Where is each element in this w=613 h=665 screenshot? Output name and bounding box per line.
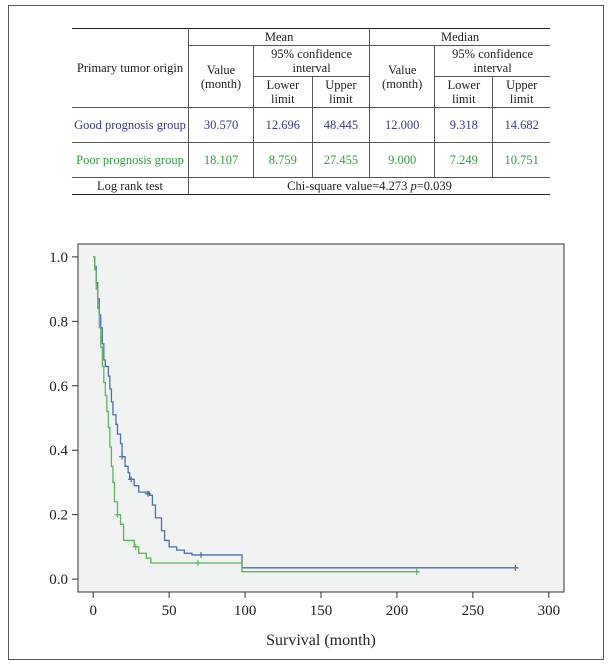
censor-mark [119,453,126,460]
series-group [93,256,519,575]
row-poor-mean-upper: 27.455 [311,142,371,178]
x-tick-label: 0 [89,603,97,619]
x-tick-label: 100 [234,603,257,619]
logrank-chi: Chi-square value=4.273 [287,179,408,193]
figure-frame [8,5,604,660]
x-tick-label: 150 [310,603,333,619]
censor-mark [512,564,519,571]
censor-mark [144,490,151,497]
x-tick-label: 300 [538,603,561,619]
row-poor-median-upper: 10.751 [492,142,550,178]
header-mean-upper: Upper limit [311,76,371,108]
row-good-median-lower: 9.318 [434,107,494,143]
censor-mark [132,543,139,550]
x-tick-label: 50 [162,603,177,619]
censor-mark [114,511,121,518]
header-median-lower: Lower limit [434,76,494,108]
logrank-result: Chi-square value=4.273 p=0.039 [188,177,550,195]
row-good-mean-value: 30.570 [188,107,254,143]
series-line-0 [93,256,519,569]
y-axis: 0.0 0.2 0.4 0.6 0.8 1.0 [49,250,78,588]
censor-mark [413,568,420,575]
censor-mark [128,476,135,483]
header-mean-lower: Lower limit [253,76,313,108]
survival-table: Primary tumor origin Mean Median Value (… [72,28,550,195]
plot-area [77,243,565,593]
y-tick-label: 0.6 [49,379,68,395]
header-mean-value: Value (month) [188,45,254,108]
row-poor-mean-lower: 8.759 [253,142,313,178]
row-poor-mean-value: 18.107 [188,142,254,178]
censor-mark [194,560,201,566]
row-good-mean-lower: 12.696 [253,107,313,143]
row-good-median-upper: 14.682 [492,107,550,143]
header-median-ci: 95% confidence interval [434,45,550,77]
row-poor-label: Poor prognosis group [72,142,189,178]
x-axis-label: Survival (month) [266,632,376,649]
y-tick-label: 0.8 [49,314,68,330]
header-median-value: Value (month) [369,45,436,108]
header-origin: Primary tumor origin [72,28,189,108]
x-tick-label: 200 [386,603,409,619]
y-tick-label: 0.4 [49,443,68,459]
header-median-upper: Upper limit [492,76,550,108]
logrank-p-symbol: p [410,179,417,193]
y-tick-label: 0.0 [49,572,68,588]
y-tick-label: 0.2 [49,508,68,524]
x-axis: 0 50 100 150 200 250 300 [89,592,560,619]
y-tick-label: 1.0 [49,250,68,266]
row-good-median-value: 12.000 [369,107,436,143]
x-tick-label: 250 [462,603,485,619]
row-good-label: Good prognosis group [72,107,189,143]
logrank-p-value: =0.039 [416,179,452,193]
series-line-1 [93,256,420,573]
censor-mark [198,551,205,558]
logrank-label: Log rank test [72,177,189,195]
